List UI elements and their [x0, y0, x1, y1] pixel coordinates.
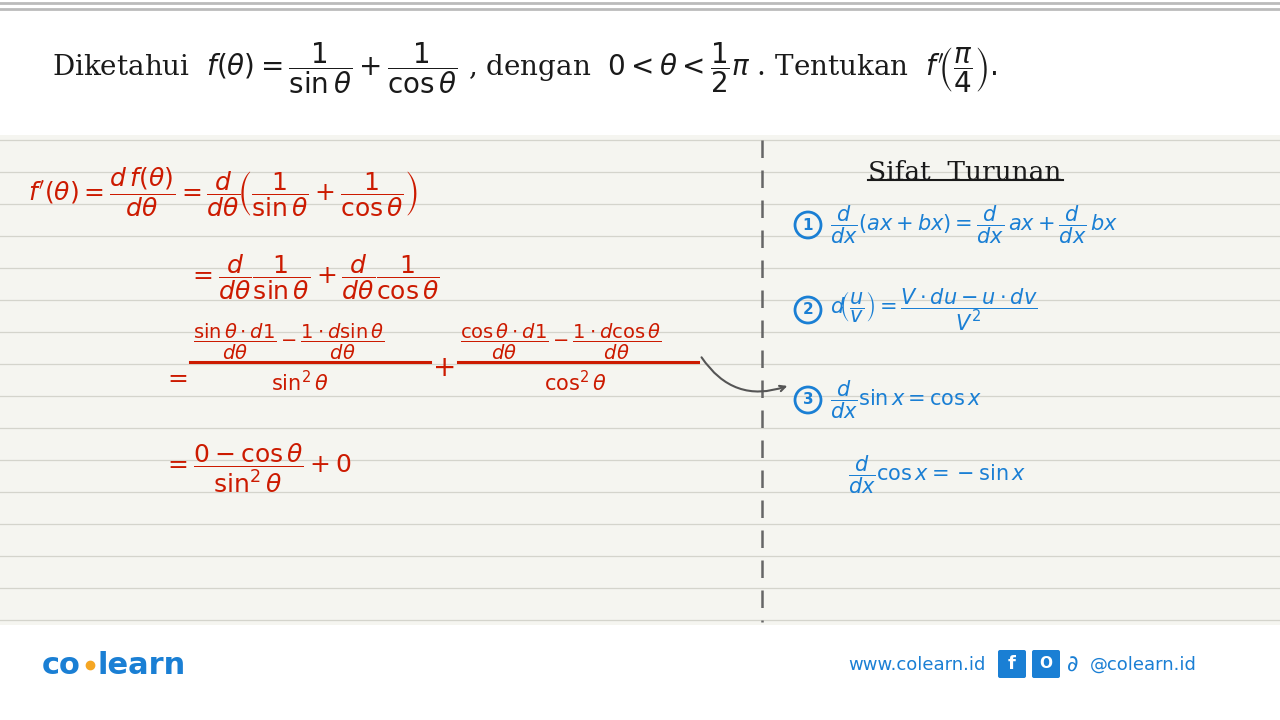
Text: $\dfrac{d}{dx}(ax+bx)=\dfrac{d}{dx}\,ax+\dfrac{d}{dx}\,bx$: $\dfrac{d}{dx}(ax+bx)=\dfrac{d}{dx}\,ax+…	[829, 204, 1119, 246]
Text: $\dfrac{d}{dx}\cos x=-\sin x$: $\dfrac{d}{dx}\cos x=-\sin x$	[849, 454, 1027, 496]
Text: $+$: $+$	[433, 356, 454, 382]
Text: f: f	[1009, 655, 1016, 673]
Text: learn: learn	[99, 650, 187, 680]
Text: Sifat  Turunan: Sifat Turunan	[868, 160, 1061, 184]
Text: $\dfrac{\cos\theta\cdot d1}{d\theta}-\dfrac{1\cdot d\cos\theta}{d\theta}$: $\dfrac{\cos\theta\cdot d1}{d\theta}-\df…	[460, 322, 662, 362]
Text: @colearn.id: @colearn.id	[1091, 656, 1197, 674]
Text: $=\dfrac{0-\cos\theta}{\sin^2\theta}+0$: $=\dfrac{0-\cos\theta}{\sin^2\theta}+0$	[163, 441, 352, 495]
FancyBboxPatch shape	[998, 650, 1027, 678]
Text: $f'(\theta)=\dfrac{d\,f(\theta)}{d\theta}=\dfrac{d}{d\theta}\!\left(\dfrac{1}{\s: $f'(\theta)=\dfrac{d\,f(\theta)}{d\theta…	[28, 165, 419, 219]
Text: $d\!\left(\dfrac{u}{v}\right)=\dfrac{V\cdot du-u\cdot dv}{V^2}$: $d\!\left(\dfrac{u}{v}\right)=\dfrac{V\c…	[829, 287, 1038, 333]
Bar	[0, 0, 1280, 135]
Bar	[0, 135, 1280, 625]
Text: $=\dfrac{d}{d\theta}\dfrac{1}{\sin\theta}+\dfrac{d}{d\theta}\dfrac{1}{\cos\theta: $=\dfrac{d}{d\theta}\dfrac{1}{\sin\theta…	[188, 252, 439, 302]
Text: $=$: $=$	[163, 366, 188, 390]
Text: 2: 2	[803, 302, 813, 318]
FancyBboxPatch shape	[1032, 650, 1060, 678]
Text: 1: 1	[803, 217, 813, 233]
Text: Diketahui  $f(\theta)=\dfrac{1}{\sin\theta}+\dfrac{1}{\cos\theta}$ , dengan  $0<: Diketahui $f(\theta)=\dfrac{1}{\sin\thet…	[52, 40, 997, 96]
Text: $\dfrac{d}{dx}\sin x=\cos x$: $\dfrac{d}{dx}\sin x=\cos x$	[829, 379, 983, 421]
Text: $\cos^2\theta$: $\cos^2\theta$	[544, 370, 607, 395]
Text: co: co	[42, 650, 81, 680]
Text: www.colearn.id: www.colearn.id	[849, 656, 986, 674]
Text: $\dfrac{\sin\theta\cdot d1}{d\theta}-\dfrac{1\cdot d\sin\theta}{d\theta}$: $\dfrac{\sin\theta\cdot d1}{d\theta}-\df…	[193, 322, 384, 362]
Bar	[0, 625, 1280, 720]
Text: 3: 3	[803, 392, 813, 408]
Text: $\partial$: $\partial$	[1066, 654, 1078, 676]
Text: O: O	[1039, 657, 1052, 672]
Text: $\sin^2\theta$: $\sin^2\theta$	[271, 370, 329, 395]
